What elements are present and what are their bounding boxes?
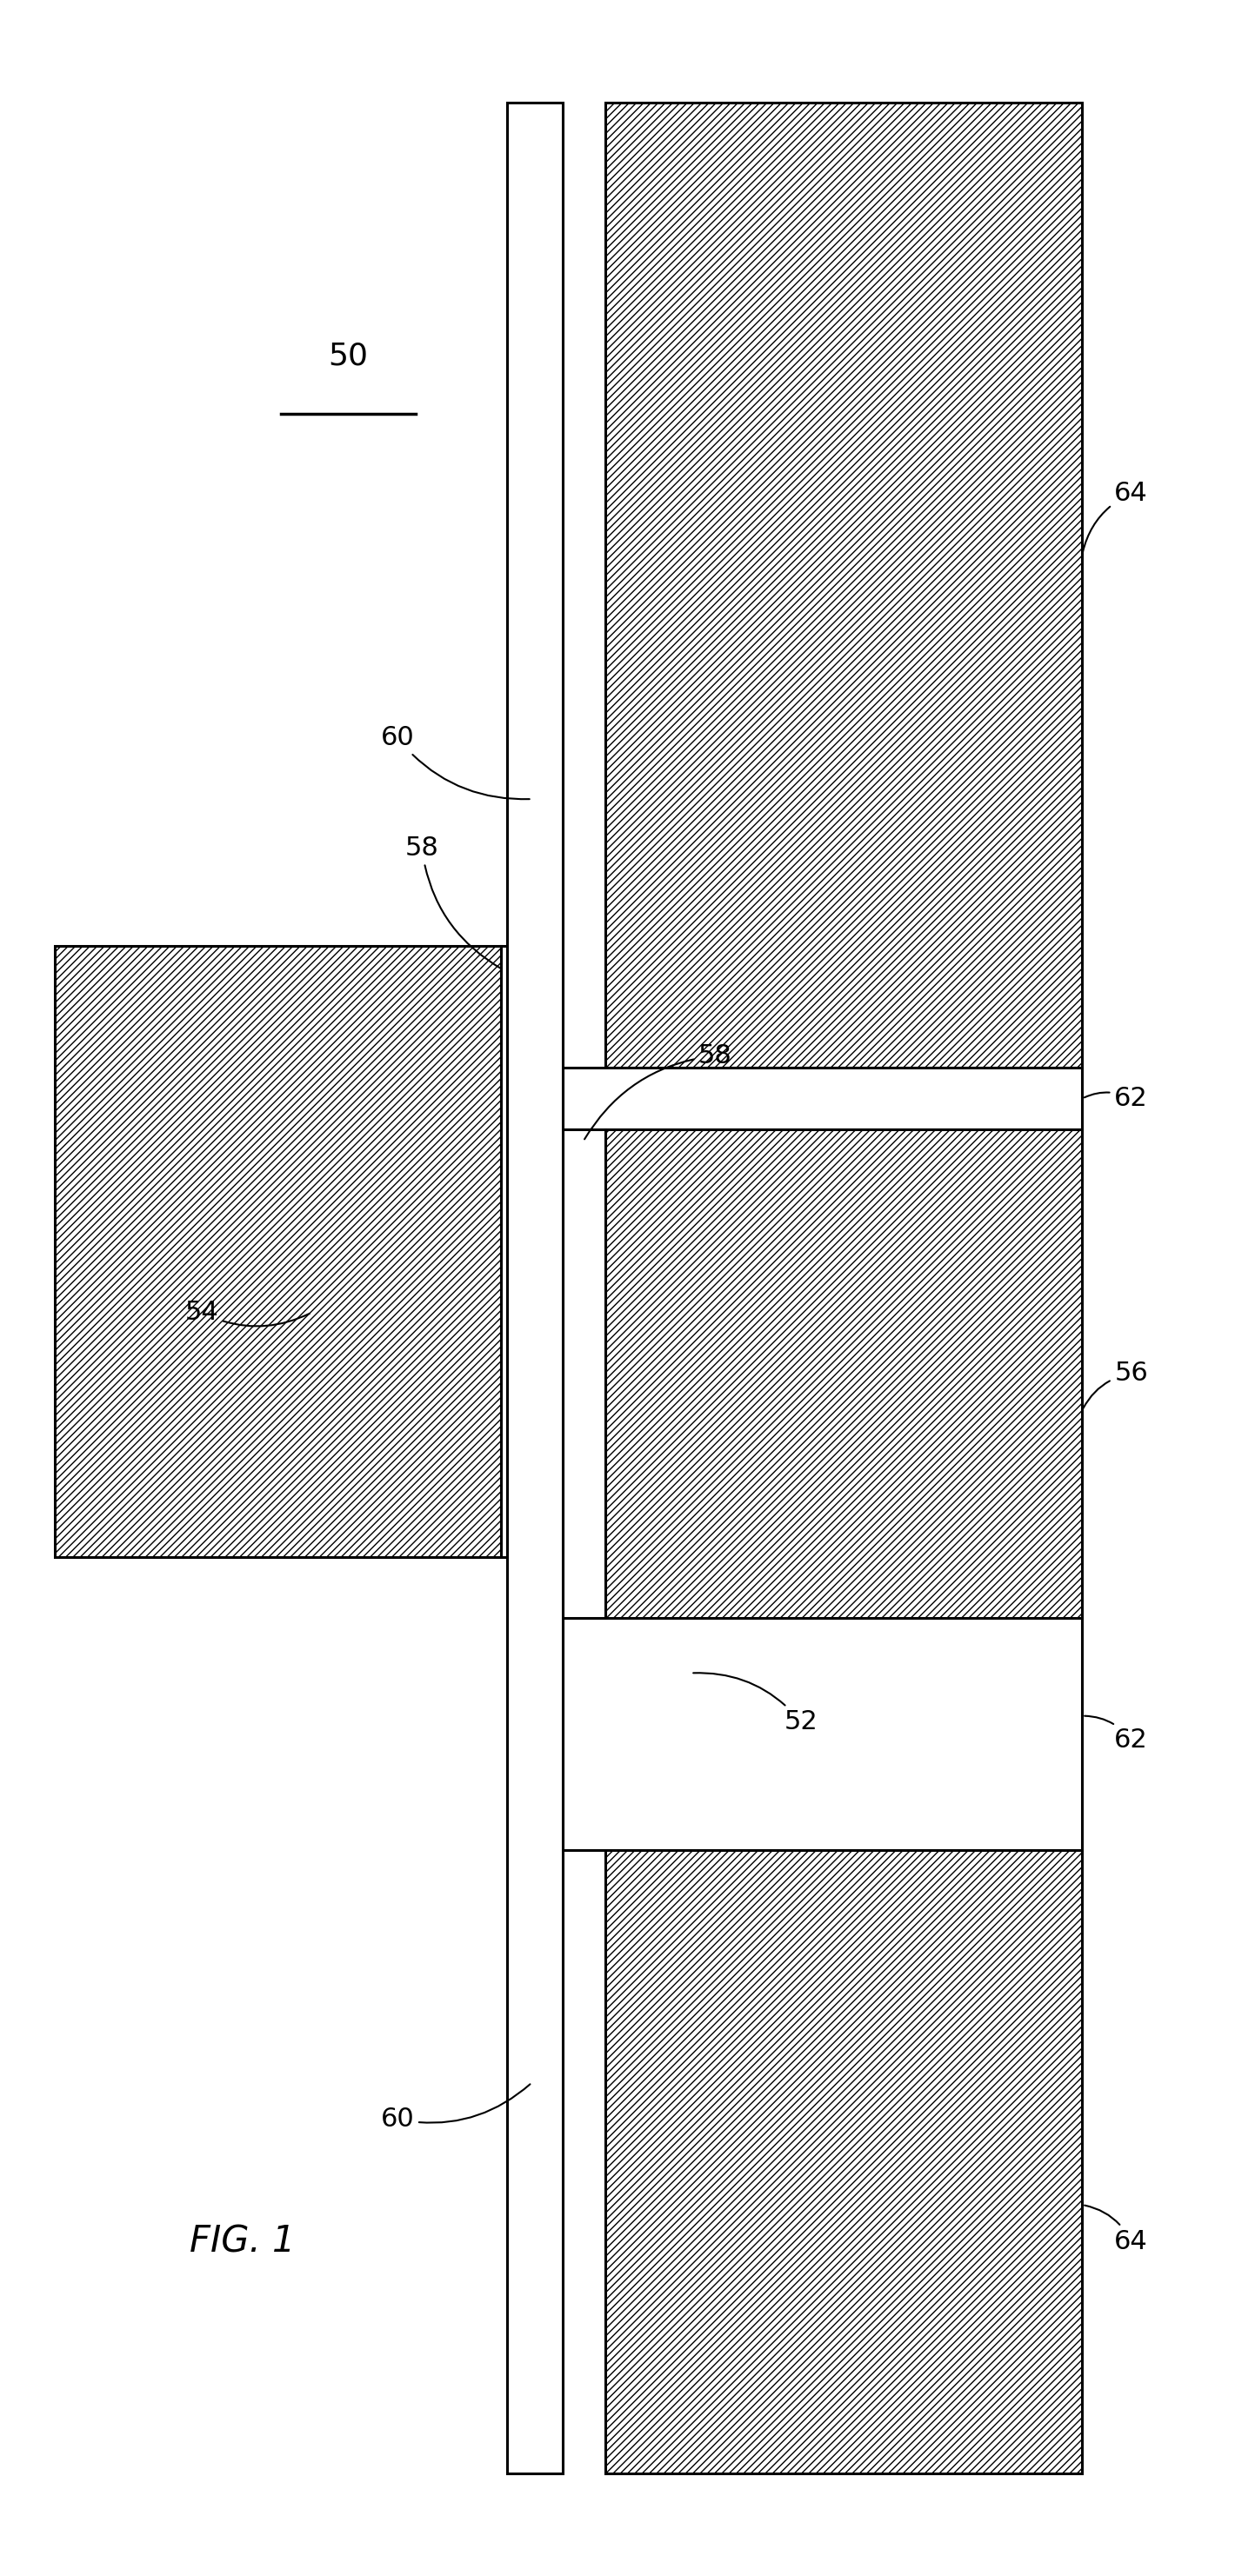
Bar: [562, 1618, 1082, 1850]
Text: 64: 64: [1084, 2205, 1149, 2254]
Bar: [562, 1069, 1082, 1128]
Text: 58: 58: [584, 1043, 732, 1139]
Text: 60: 60: [380, 726, 530, 799]
Text: 64: 64: [1083, 482, 1149, 551]
Bar: [605, 1850, 1082, 2473]
Text: 56: 56: [1083, 1360, 1149, 1409]
Text: 62: 62: [1084, 1087, 1149, 1110]
Bar: [508, 103, 562, 2473]
Bar: [54, 945, 501, 1556]
Bar: [501, 945, 508, 1556]
Text: 50: 50: [329, 343, 368, 371]
Text: 52: 52: [693, 1672, 818, 1734]
Bar: [605, 103, 1082, 1069]
Text: 58: 58: [405, 835, 501, 969]
Bar: [605, 1128, 1082, 1618]
Text: 54: 54: [185, 1301, 310, 1327]
Bar: [562, 1128, 605, 1618]
Text: FIG. 1: FIG. 1: [189, 2223, 295, 2259]
Text: 60: 60: [380, 2084, 530, 2133]
Text: 62: 62: [1084, 1716, 1149, 1752]
